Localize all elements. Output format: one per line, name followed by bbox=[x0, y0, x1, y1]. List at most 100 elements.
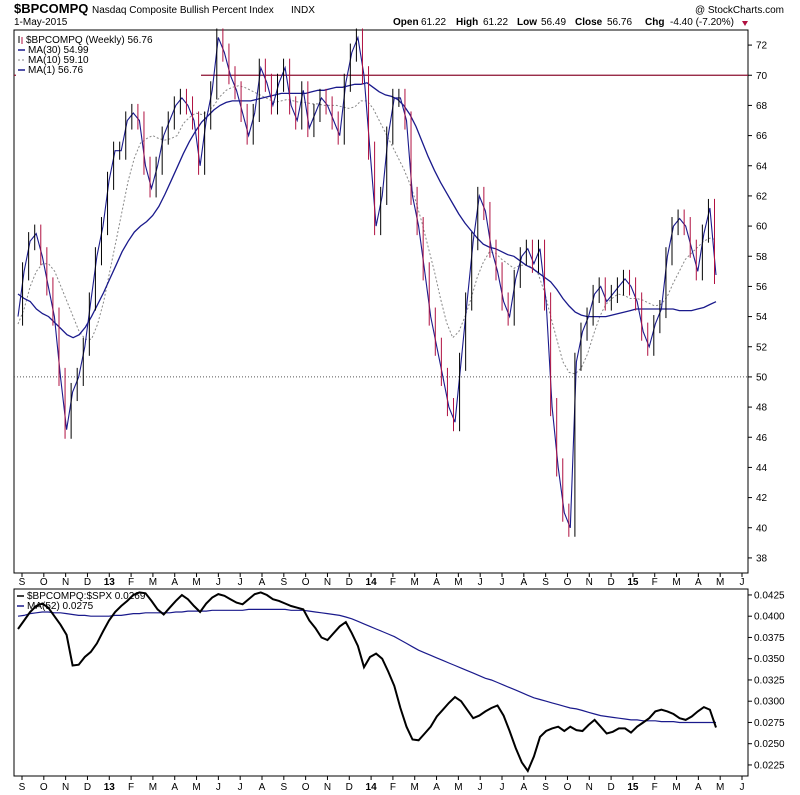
x-tick-label: F bbox=[128, 577, 134, 588]
x-tick-label: J bbox=[740, 782, 745, 793]
legend-series: $BPCOMPQ (Weekly) 56.76 bbox=[26, 35, 153, 46]
ratio-y-axis: 0.0225 0.0250 0.0275 0.0300 0.0325 0.0350 0.03… bbox=[748, 590, 785, 771]
y-tick-label: 0.0425 bbox=[754, 590, 785, 601]
x-tick-label: F bbox=[390, 577, 396, 588]
x-tick-label: S bbox=[19, 782, 26, 793]
y-tick-label: 56 bbox=[756, 282, 768, 293]
x-tick-label: J bbox=[216, 577, 221, 588]
y-tick-label: 54 bbox=[756, 312, 768, 323]
x-tick-label: M bbox=[149, 782, 157, 793]
x-tick-label: M bbox=[716, 577, 724, 588]
y-tick-label: 0.0375 bbox=[754, 633, 785, 644]
legend-background bbox=[16, 32, 201, 76]
x-tick-label: O bbox=[564, 577, 572, 588]
ma30-line bbox=[17, 82, 717, 339]
x-tick-label: N bbox=[324, 782, 331, 793]
ratio-series bbox=[17, 591, 717, 773]
x-tick-label: J bbox=[478, 577, 483, 588]
high-label: High bbox=[456, 17, 478, 28]
x-tick-label: J bbox=[500, 782, 505, 793]
down-arrow-icon bbox=[742, 21, 748, 26]
x-tick-label: A bbox=[433, 577, 440, 588]
x-tick-label: S bbox=[542, 577, 549, 588]
x-tick-label: D bbox=[84, 577, 91, 588]
y-tick-label: 0.0400 bbox=[754, 612, 785, 623]
chg-value: -4.40 (-7.20%) bbox=[670, 17, 734, 28]
x-tick-label: S bbox=[542, 782, 549, 793]
low-label: Low bbox=[517, 17, 537, 28]
x-tick-label: F bbox=[652, 577, 658, 588]
x-tick-label: 13 bbox=[104, 577, 116, 588]
price-panel-frame bbox=[13, 29, 749, 574]
x-tick-label: A bbox=[695, 782, 702, 793]
ratio-panel-frame bbox=[13, 588, 749, 777]
chart-header: $BPCOMPQ Nasdaq Composite Bullish Percen… bbox=[14, 1, 784, 28]
price-legend: $BPCOMPQ (Weekly) 56.76 MA(30) 54.99 MA(… bbox=[16, 32, 201, 76]
x-tick-label: M bbox=[411, 577, 419, 588]
ma1-line bbox=[17, 35, 717, 529]
legend-ma52: MA(52) 0.0275 bbox=[27, 601, 94, 612]
y-tick-label: 70 bbox=[756, 71, 768, 82]
x-tick-label: M bbox=[149, 577, 157, 588]
y-tick-label: 42 bbox=[756, 493, 768, 504]
x-tick-label: 15 bbox=[627, 782, 639, 793]
y-tick-label: 62 bbox=[756, 191, 768, 202]
x-tick-label: J bbox=[478, 782, 483, 793]
ratio-legend: $BPCOMPQ:$SPX 0.0269 MA(52) 0.0275 bbox=[17, 591, 146, 612]
x-tick-label: 15 bbox=[627, 577, 639, 588]
price-bars bbox=[22, 28, 715, 537]
x-tick-label: M bbox=[454, 782, 462, 793]
x-tick-label: D bbox=[84, 782, 91, 793]
open-value: 61.22 bbox=[421, 17, 446, 28]
legend-ma30: MA(30) 54.99 bbox=[28, 45, 89, 56]
y-tick-label: 0.0300 bbox=[754, 697, 785, 708]
y-tick-label: 72 bbox=[756, 41, 768, 52]
y-tick-label: 66 bbox=[756, 131, 768, 142]
high-value: 61.22 bbox=[483, 17, 508, 28]
ratio-line bbox=[17, 591, 717, 773]
legend-ma1: MA(1) 56.76 bbox=[28, 65, 83, 76]
y-tick-label: 0.0225 bbox=[754, 760, 785, 771]
x-tick-label: M bbox=[672, 782, 680, 793]
x-tick-label: S bbox=[19, 577, 26, 588]
x-tick-label: J bbox=[500, 577, 505, 588]
x-tick-label: 13 bbox=[104, 782, 116, 793]
close-value: 56.76 bbox=[607, 17, 632, 28]
x-tick-label: O bbox=[564, 782, 572, 793]
x-tick-label: N bbox=[62, 577, 69, 588]
x-tick-label: A bbox=[433, 782, 440, 793]
x-tick-label: A bbox=[520, 782, 527, 793]
y-tick-label: 44 bbox=[756, 463, 768, 474]
price-series bbox=[17, 35, 717, 529]
x-tick-label: M bbox=[672, 577, 680, 588]
price-y-axis: 38 40 42 44 46 48 50 52 54 56 58 60 62 64 66 68 70 72 bbox=[748, 41, 768, 564]
ma52-line bbox=[17, 608, 716, 724]
y-tick-label: 0.0350 bbox=[754, 654, 785, 665]
x-tick-label: D bbox=[607, 577, 614, 588]
y-tick-label: 46 bbox=[756, 433, 768, 444]
open-label: Open bbox=[393, 17, 419, 28]
x-tick-label: S bbox=[280, 782, 287, 793]
x-tick-label: N bbox=[324, 577, 331, 588]
exchange-code: INDX bbox=[291, 5, 315, 16]
stockcharts-watermark: @ StockCharts.com bbox=[695, 5, 784, 16]
x-tick-label: A bbox=[259, 782, 266, 793]
x-tick-label: M bbox=[192, 782, 200, 793]
y-tick-label: 48 bbox=[756, 403, 768, 414]
price-panel: 38 40 42 44 46 48 50 52 54 56 58 60 62 64 66 68 70 72 $BP… bbox=[13, 28, 768, 574]
x-tick-label: A bbox=[171, 577, 178, 588]
x-tick-label: A bbox=[520, 577, 527, 588]
x-tick-label: 14 bbox=[366, 577, 378, 588]
x-tick-label: A bbox=[259, 577, 266, 588]
y-tick-label: 60 bbox=[756, 222, 768, 233]
y-tick-label: 52 bbox=[756, 342, 768, 353]
y-tick-label: 58 bbox=[756, 252, 768, 263]
y-tick-label: 0.0275 bbox=[754, 718, 785, 729]
x-tick-label: M bbox=[411, 782, 419, 793]
x-tick-label: O bbox=[302, 577, 310, 588]
x-tick-label: D bbox=[607, 782, 614, 793]
close-label: Close bbox=[575, 17, 603, 28]
y-tick-label: 68 bbox=[756, 101, 768, 112]
x-tick-label: N bbox=[586, 577, 593, 588]
